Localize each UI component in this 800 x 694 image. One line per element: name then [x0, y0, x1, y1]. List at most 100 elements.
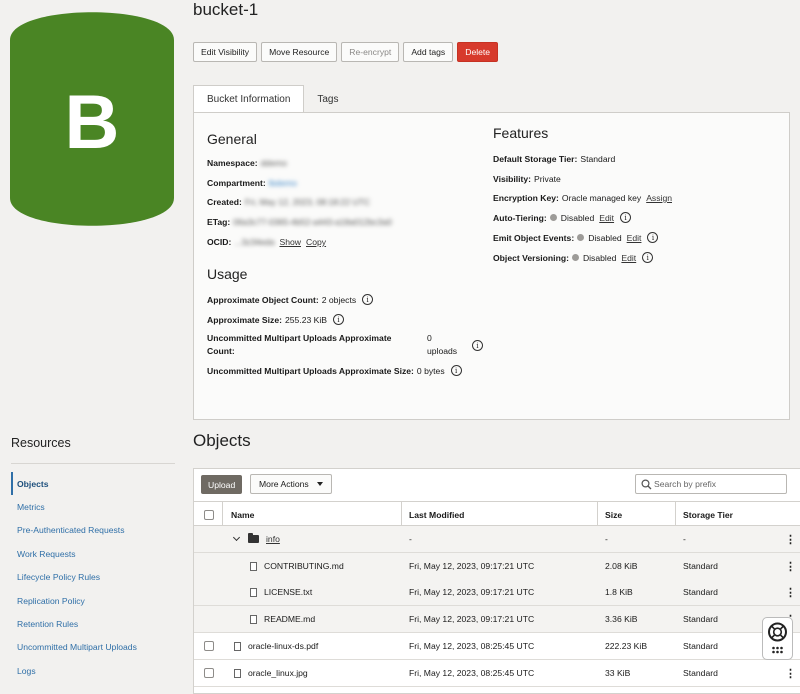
multipart-size-row: Uncommitted Multipart Uploads Approximat… — [207, 365, 462, 376]
status-dot — [577, 234, 585, 241]
search-input[interactable] — [652, 478, 782, 490]
file-icon — [250, 614, 257, 624]
table-row[interactable]: oracle_linux.jpg Fri, May 12, 2023, 08:2… — [194, 660, 800, 687]
table-row[interactable]: info - - - ⋮ — [194, 526, 800, 553]
sidebar-item-replication-policy[interactable]: Replication Policy — [17, 595, 85, 606]
table-header: Name Last Modified Size Storage Tier — [194, 501, 800, 527]
info-icon[interactable]: i — [472, 340, 483, 351]
object-count-value: 2 objects — [321, 294, 357, 305]
row-checkbox[interactable] — [204, 641, 214, 652]
file-icon — [250, 561, 257, 571]
lifebuoy-icon — [768, 622, 787, 654]
cell-last-modified: Fri, May 12, 2023, 09:17:21 UTC — [409, 614, 535, 625]
sidebar-item-pre-authenticated-requests[interactable]: Pre-Authenticated Requests — [17, 525, 125, 536]
cell-storage-tier: Standard — [683, 587, 718, 598]
cell-last-modified: Fri, May 12, 2023, 08:25:45 UTC — [409, 668, 535, 679]
add-tags-button[interactable]: Add tags — [403, 42, 454, 62]
cell-last-modified: Fri, May 12, 2023, 09:17:21 UTC — [409, 587, 535, 598]
table-row[interactable]: CONTRIBUTING.md Fri, May 12, 2023, 09:17… — [194, 553, 800, 580]
column-header-name[interactable]: Name — [231, 509, 255, 520]
sidebar-item-retention-rules[interactable]: Retention Rules — [17, 619, 79, 630]
multipart-count-info: i — [466, 340, 483, 351]
folder-link[interactable]: info — [266, 534, 280, 545]
cell-last-modified: - — [409, 534, 412, 545]
kebab-menu-icon[interactable]: ⋮ — [785, 586, 796, 599]
column-header-storage-tier[interactable]: Storage Tier — [683, 509, 733, 520]
etag-label: ETag: — [207, 217, 231, 227]
divider — [11, 463, 175, 464]
kebab-menu-icon[interactable]: ⋮ — [785, 533, 796, 546]
tab-bucket-information[interactable]: Bucket Information — [193, 85, 305, 113]
emit-events-edit-link[interactable]: Edit — [626, 232, 642, 243]
upload-button[interactable]: Upload — [201, 475, 243, 494]
sidebar-item-objects[interactable]: Objects — [11, 472, 175, 496]
delete-button[interactable]: Delete — [457, 42, 499, 62]
object-count-row: Approximate Object Count: 2 objects i — [207, 294, 374, 305]
info-icon[interactable]: i — [362, 294, 374, 305]
versioning-label: Object Versioning: — [493, 252, 569, 263]
versioning-value: Disabled — [582, 252, 617, 263]
action-bar: Edit Visibility Move Resource Re-encrypt… — [193, 42, 499, 62]
folder-icon — [248, 533, 259, 544]
ocid-copy-link[interactable]: Copy — [306, 237, 327, 247]
assign-key-link[interactable]: Assign — [646, 193, 672, 203]
compartment-link[interactable]: lbdemo — [268, 178, 297, 188]
cell-name: LICENSE.txt — [264, 587, 313, 598]
info-icon[interactable]: i — [620, 212, 632, 223]
storage-tier-value: Standard — [580, 154, 616, 164]
info-icon[interactable]: i — [647, 232, 659, 243]
more-actions-button[interactable]: More Actions — [250, 474, 332, 494]
sidebar-item-logs[interactable]: Logs — [17, 665, 36, 676]
kebab-menu-icon[interactable]: ⋮ — [785, 560, 796, 573]
info-icon[interactable]: i — [333, 314, 345, 325]
multipart-count-label: Uncommitted Multipart Uploads Approximat… — [207, 333, 394, 356]
kebab-menu-icon[interactable]: ⋮ — [785, 667, 796, 680]
visibility-value: Private — [534, 174, 561, 184]
info-icon[interactable]: i — [450, 365, 462, 376]
created-label: Created: — [207, 197, 242, 207]
cell-size: 3.36 KiB — [605, 614, 638, 625]
row-checkbox[interactable] — [204, 668, 214, 679]
table-row[interactable]: oracle-linux-ds.pdf Fri, May 12, 2023, 0… — [194, 633, 800, 660]
ocid-show-link[interactable]: Show — [279, 237, 302, 247]
namespace-row: Namespace: ddemo — [207, 158, 287, 168]
encryption-value: Oracle managed key — [561, 193, 642, 203]
detail-tabs: Bucket Information Tags — [193, 85, 352, 113]
bucket-information-panel: General Namespace: ddemo Compartment: lb… — [193, 112, 790, 420]
cell-size: 33 KiB — [605, 668, 631, 679]
help-widget[interactable] — [762, 617, 793, 660]
etag-row: ETag: 06a3c77-0365-4b52-a443-a18a012bc3a… — [207, 217, 392, 227]
emit-events-row: Emit Object Events: Disabled Edit i — [493, 232, 659, 243]
sidebar-item-work-requests[interactable]: Work Requests — [17, 548, 76, 559]
encryption-row: Encryption Key: Oracle managed key Assig… — [493, 193, 672, 203]
namespace-label: Namespace: — [207, 158, 258, 168]
versioning-row: Object Versioning: Disabled Edit i — [493, 252, 654, 263]
column-header-last-modified[interactable]: Last Modified — [409, 509, 465, 520]
cell-storage-tier: Standard — [683, 641, 718, 652]
select-all-checkbox[interactable] — [204, 509, 214, 520]
sidebar-item-metrics[interactable]: Metrics — [17, 502, 45, 513]
re-encrypt-button[interactable]: Re-encrypt — [341, 42, 400, 62]
tab-tags[interactable]: Tags — [317, 93, 339, 105]
sidebar-item-uncommitted-multipart-uploads[interactable]: Uncommitted Multipart Uploads — [17, 642, 137, 653]
column-divider — [222, 502, 223, 527]
info-icon[interactable]: i — [642, 252, 654, 263]
status-dot — [549, 214, 557, 221]
chevron-down-icon[interactable] — [232, 534, 241, 542]
multipart-size-label: Uncommitted Multipart Uploads Approximat… — [207, 365, 414, 376]
search-box — [635, 474, 787, 494]
move-resource-button[interactable]: Move Resource — [261, 42, 338, 62]
cell-name: oracle-linux-ds.pdf — [248, 641, 319, 652]
edit-visibility-button[interactable]: Edit Visibility — [193, 42, 258, 62]
sidebar-item-lifecycle-policy-rules[interactable]: Lifecycle Policy Rules — [17, 572, 101, 583]
column-header-size[interactable]: Size — [605, 509, 623, 520]
bucket-logo-letter: B — [65, 80, 120, 165]
versioning-edit-link[interactable]: Edit — [621, 252, 637, 263]
objects-heading: Objects — [193, 431, 251, 450]
compartment-row: Compartment: lbdemo — [207, 178, 297, 188]
emit-events-label: Emit Object Events: — [493, 232, 575, 243]
table-row[interactable]: README.md Fri, May 12, 2023, 09:17:21 UT… — [194, 606, 800, 633]
table-row[interactable]: LICENSE.txt Fri, May 12, 2023, 09:17:21 … — [194, 579, 800, 606]
cell-name: CONTRIBUTING.md — [264, 561, 344, 572]
auto-tiering-edit-link[interactable]: Edit — [599, 212, 615, 223]
